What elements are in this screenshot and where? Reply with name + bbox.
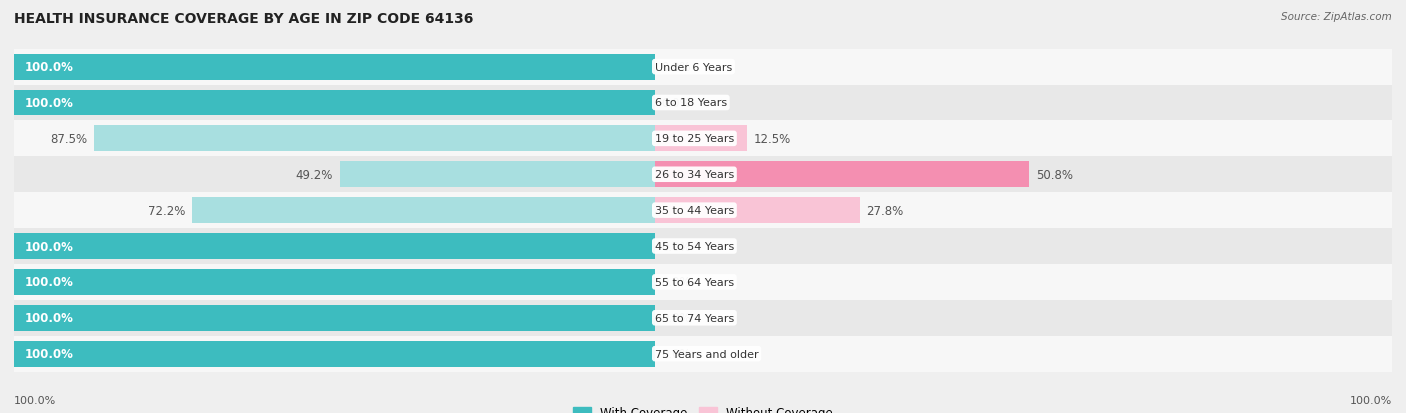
Text: Under 6 Years: Under 6 Years [655,62,733,72]
Text: 100.0%: 100.0% [25,347,75,360]
Text: 75 Years and older: 75 Years and older [655,349,758,359]
Bar [14,157,1392,193]
Text: 0.0%: 0.0% [662,61,692,74]
Bar [14,269,655,295]
Bar [14,90,655,116]
Text: 100.0%: 100.0% [25,240,75,253]
Text: 12.5%: 12.5% [754,133,792,145]
Bar [14,85,1392,121]
Text: 0.0%: 0.0% [662,240,692,253]
Text: 100.0%: 100.0% [25,97,75,110]
Text: 49.2%: 49.2% [295,169,333,181]
Bar [14,305,655,331]
Bar [14,193,1392,228]
Bar [655,162,1029,188]
Text: 0.0%: 0.0% [662,347,692,360]
Text: 72.2%: 72.2% [148,204,186,217]
Text: 0.0%: 0.0% [662,311,692,325]
Bar [14,50,1392,85]
Bar [339,162,655,188]
Text: 26 to 34 Years: 26 to 34 Years [655,170,734,180]
Text: 100.0%: 100.0% [25,311,75,325]
Bar [14,228,1392,264]
Text: 100.0%: 100.0% [14,395,56,405]
Bar [14,341,655,367]
Bar [14,336,1392,372]
Text: 0.0%: 0.0% [662,97,692,110]
Bar [14,264,1392,300]
Bar [655,126,747,152]
Bar [193,198,655,223]
Bar [14,55,655,81]
Text: 55 to 64 Years: 55 to 64 Years [655,277,734,287]
Text: 100.0%: 100.0% [25,61,75,74]
Text: 87.5%: 87.5% [51,133,87,145]
Bar [94,126,655,152]
Text: 100.0%: 100.0% [1350,395,1392,405]
Text: HEALTH INSURANCE COVERAGE BY AGE IN ZIP CODE 64136: HEALTH INSURANCE COVERAGE BY AGE IN ZIP … [14,12,474,26]
Text: 6 to 18 Years: 6 to 18 Years [655,98,727,108]
Bar [14,233,655,259]
Bar [14,121,1392,157]
Text: 0.0%: 0.0% [662,276,692,289]
Bar [14,300,1392,336]
Text: 19 to 25 Years: 19 to 25 Years [655,134,734,144]
Legend: With Coverage, Without Coverage: With Coverage, Without Coverage [568,401,838,413]
Text: Source: ZipAtlas.com: Source: ZipAtlas.com [1281,12,1392,22]
Text: 50.8%: 50.8% [1036,169,1073,181]
Text: 100.0%: 100.0% [25,276,75,289]
Text: 35 to 44 Years: 35 to 44 Years [655,206,734,216]
Bar [655,198,859,223]
Text: 45 to 54 Years: 45 to 54 Years [655,242,734,252]
Text: 27.8%: 27.8% [866,204,904,217]
Text: 65 to 74 Years: 65 to 74 Years [655,313,734,323]
